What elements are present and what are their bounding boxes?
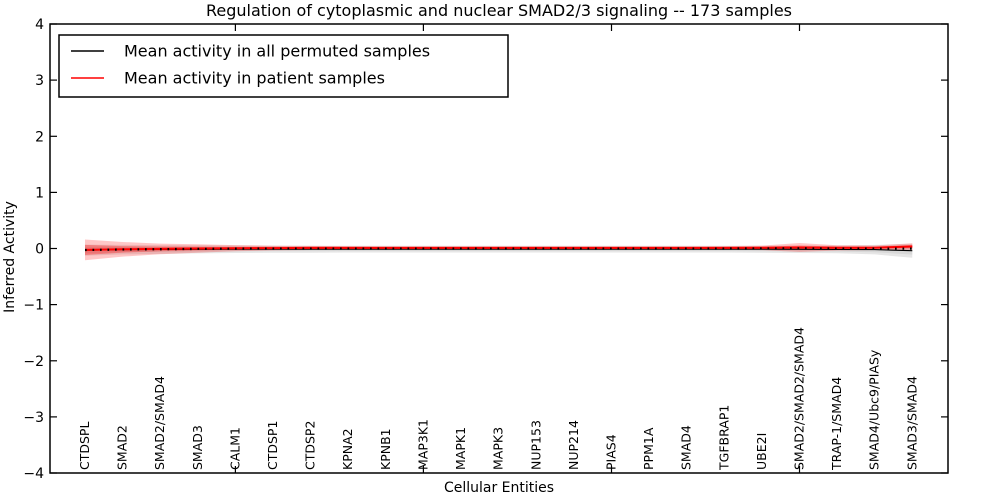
x-tick-label: SMAD4 — [679, 425, 694, 470]
x-tick-label: PPM1A — [641, 427, 656, 470]
legend: Mean activity in all permuted samples Me… — [58, 34, 509, 98]
y-tick-label: 4 — [35, 17, 44, 33]
x-tick-label: TGFBRAP1 — [716, 405, 731, 471]
y-tick-label: 2 — [35, 129, 44, 145]
y-tick-label: −1 — [23, 298, 44, 314]
y-tick-labels: 4 3 2 1 0 −1 −2 −3 −4 — [23, 17, 44, 482]
y-tick-label: −3 — [23, 410, 44, 426]
x-tick-label: CALM1 — [227, 427, 242, 470]
x-tick-labels: CTDSPL SMAD2 SMAD2/SMAD4 SMAD3 CALM1 CTDSP1 CT… — [77, 327, 919, 471]
y-tick-label: 1 — [35, 185, 44, 201]
series-group — [84, 239, 913, 261]
permuted-mean-dotted-line — [84, 247, 913, 252]
x-tick-label: SMAD2/SMAD2/SMAD4 — [792, 327, 807, 470]
x-tick-label: MAP3K1 — [415, 419, 430, 470]
x-tick-label: CTDSPL — [77, 422, 92, 470]
legend-box — [58, 34, 509, 98]
x-tick-label: SMAD3 — [190, 425, 205, 470]
legend-label-permuted: Mean activity in all permuted samples — [124, 42, 430, 61]
x-tick-label: SMAD4/Ubc9/PIASy — [867, 349, 882, 470]
x-tick-label: UBE2I — [754, 433, 769, 470]
x-tick-label: TRAP-1/SMAD4 — [829, 377, 844, 471]
y-tick-label: 0 — [35, 242, 44, 258]
x-tick-label: SMAD2/SMAD4 — [152, 376, 167, 470]
x-axis-label: Cellular Entities — [444, 480, 554, 496]
x-tick-label: MAPK3 — [491, 427, 506, 470]
patient-std-band-outer — [85, 239, 913, 261]
legend-label-patient: Mean activity in patient samples — [124, 69, 385, 88]
x-tick-label: NUP153 — [528, 420, 543, 470]
x-tick-label: PIAS4 — [604, 434, 619, 470]
y-tick-label: 3 — [35, 73, 44, 89]
ticks-group — [50, 23, 948, 474]
x-tick-label: MAPK1 — [453, 427, 468, 470]
x-tick-label: KPNB1 — [378, 428, 393, 470]
chart-title: Regulation of cytoplasmic and nuclear SM… — [206, 1, 792, 20]
x-tick-label: SMAD3/SMAD4 — [904, 376, 919, 470]
y-tick-label: −4 — [23, 466, 44, 482]
y-tick-label: −2 — [23, 354, 44, 370]
x-tick-label: KPNA2 — [340, 428, 355, 470]
x-tick-label: CTDSP1 — [265, 421, 280, 470]
x-tick-label: NUP214 — [566, 420, 581, 470]
y-axis-label: Inferred Activity — [2, 201, 18, 313]
x-tick-label: SMAD2 — [115, 425, 130, 470]
x-tick-label: CTDSP2 — [303, 421, 318, 470]
